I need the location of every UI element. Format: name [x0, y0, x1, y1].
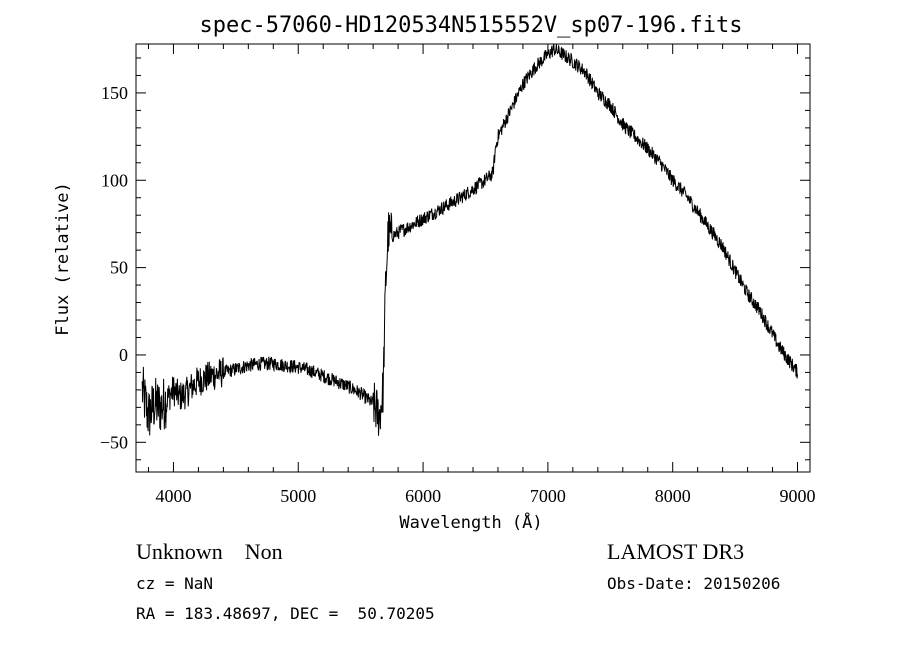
x-tick-label: 6000 [405, 486, 441, 506]
x-tick-label: 8000 [655, 486, 691, 506]
y-axis-ticks: −50 0 50 100 150 [100, 57, 810, 461]
survey-label: LAMOST DR3 [607, 539, 744, 564]
object-class-label: Unknown Non [136, 539, 283, 564]
chart-title: spec-57060-HD120534N515552V_sp07-196.fit… [199, 13, 742, 38]
y-tick-label: −50 [100, 432, 128, 452]
x-tick-label: 4000 [155, 486, 191, 506]
x-tick-label: 5000 [280, 486, 316, 506]
spectrum-line [141, 43, 798, 436]
redshift-label: cz = NaN [136, 574, 213, 593]
y-tick-label: 150 [101, 83, 128, 103]
y-tick-label: 50 [110, 258, 128, 278]
x-tick-label: 7000 [530, 486, 566, 506]
plot-frame [135, 43, 811, 473]
x-axis-ticks: 4000 5000 6000 7000 8000 9000 [147, 44, 816, 506]
y-tick-label: 100 [101, 170, 128, 190]
x-tick-label: 9000 [780, 486, 816, 506]
y-tick-label: 0 [119, 345, 128, 365]
obs-date-label: Obs-Date: 20150206 [607, 574, 780, 593]
y-axis-label: Flux (relative) [53, 182, 73, 336]
x-axis-label: Wavelength (Å) [399, 511, 542, 533]
coordinates-label: RA = 183.48697, DEC = 50.70205 [136, 604, 435, 623]
